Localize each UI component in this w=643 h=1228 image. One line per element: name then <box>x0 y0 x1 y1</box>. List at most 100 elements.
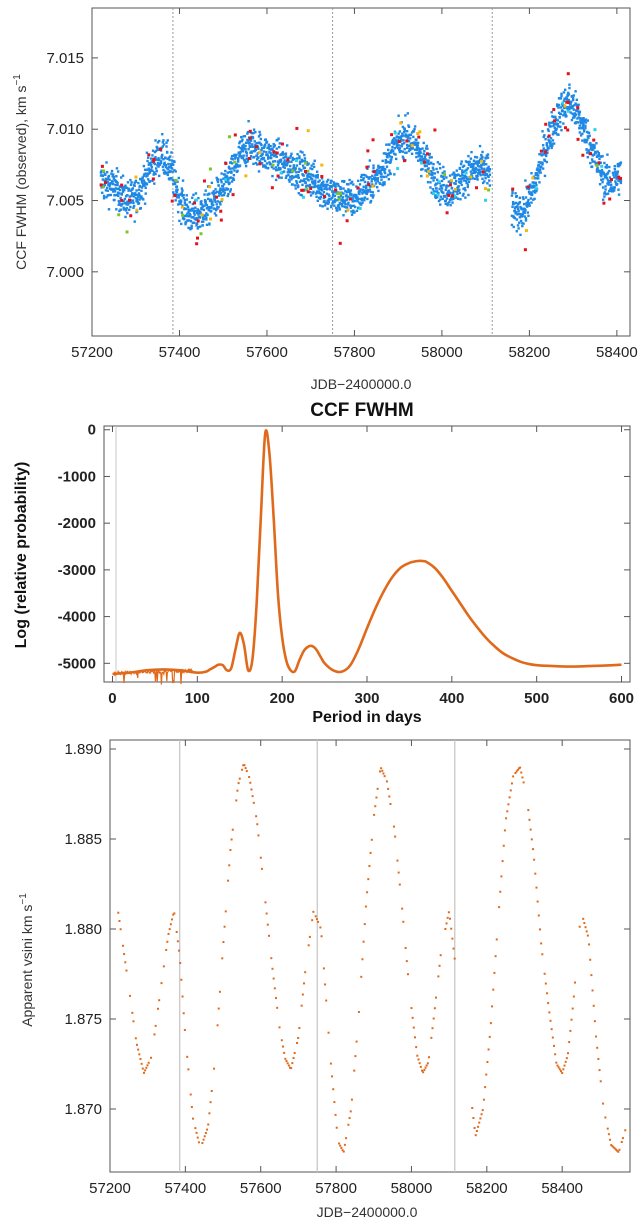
vsini-point <box>364 905 367 908</box>
fwhm-point <box>396 146 400 150</box>
fwhm-point <box>545 160 549 164</box>
fwhm-point <box>355 209 359 213</box>
fwhm-point <box>276 160 280 163</box>
fwhm-point <box>446 192 449 195</box>
vsini-point <box>422 1071 425 1074</box>
fwhm-point <box>411 147 414 150</box>
vsini-point <box>325 999 328 1002</box>
fwhm-point <box>461 173 464 177</box>
outlier-point <box>120 198 124 202</box>
fwhm-point <box>331 195 335 198</box>
fwhm-point <box>600 155 603 158</box>
fwhm-point <box>376 180 379 183</box>
fwhm-point <box>477 160 481 163</box>
fwhm-point <box>352 183 355 186</box>
outlier-point <box>348 197 352 201</box>
fwhm-point <box>195 217 199 220</box>
fwhm-point <box>289 154 293 158</box>
outlier-point <box>200 213 204 217</box>
vsini-point <box>194 1127 197 1130</box>
fwhm-point <box>196 209 199 212</box>
vsini-point <box>230 838 233 841</box>
vsini-point <box>140 1062 143 1065</box>
outlier-point <box>410 144 414 148</box>
fwhm-point <box>117 187 120 191</box>
fwhm-point <box>375 178 378 181</box>
outlier-point <box>397 140 401 144</box>
fwhm-point <box>287 156 290 160</box>
fwhm-point <box>417 141 420 145</box>
fwhm-point <box>320 183 323 186</box>
vsini-point <box>202 1138 205 1141</box>
fwhm-point <box>528 204 531 207</box>
fwhm-point <box>417 147 421 150</box>
fwhm-point <box>123 197 127 201</box>
fwhm-point <box>284 176 288 180</box>
fwhm-point <box>486 168 489 172</box>
fwhm-point <box>117 203 120 207</box>
vsini-point <box>453 957 456 960</box>
vsini-point <box>285 1060 288 1063</box>
fwhm-point <box>435 196 439 199</box>
outlier-point <box>534 186 538 190</box>
fwhm-point <box>477 164 480 168</box>
fwhm-point <box>473 170 476 173</box>
fwhm-point <box>315 190 319 193</box>
outlier-point <box>152 157 156 161</box>
fwhm-point <box>587 150 591 154</box>
fwhm-point <box>603 195 606 198</box>
fwhm-point <box>579 134 583 137</box>
fwhm-point <box>439 203 442 206</box>
fwhm-point <box>337 184 340 188</box>
fwhm-point <box>616 162 620 166</box>
vsini-point <box>565 1057 568 1060</box>
fwhm-point <box>132 206 135 210</box>
fwhm-point <box>567 91 570 95</box>
fwhm-point <box>262 156 266 160</box>
fwhm-point <box>249 151 252 154</box>
vsini-point <box>145 1066 148 1069</box>
vsini-point <box>181 995 184 998</box>
fwhm-point <box>458 180 461 184</box>
fwhm-point <box>122 206 125 209</box>
fwhm-point <box>548 123 551 127</box>
vsini-point <box>564 1060 567 1063</box>
fwhm-point <box>387 160 390 164</box>
fwhm-point <box>363 199 366 202</box>
fwhm-point <box>416 145 419 148</box>
fwhm-point <box>531 181 534 184</box>
fwhm-point <box>154 167 158 170</box>
outlier-point <box>280 142 284 146</box>
fwhm-point <box>422 152 425 155</box>
fwhm-point <box>251 145 254 148</box>
fwhm-point <box>603 176 607 179</box>
outlier-point <box>208 167 212 171</box>
fwhm-point <box>403 147 406 151</box>
vsini-point <box>382 772 385 775</box>
fwhm-point <box>295 157 299 160</box>
vsini-point <box>374 805 377 808</box>
fwhm-point <box>565 98 569 101</box>
outlier-point <box>117 213 121 217</box>
fwhm-point <box>372 194 375 197</box>
outlier-point <box>566 128 570 132</box>
fwhm-point <box>139 206 143 210</box>
fwhm-point <box>598 157 601 161</box>
fwhm-point <box>260 143 263 147</box>
outlier-point <box>552 108 556 112</box>
fwhm-point <box>276 168 279 172</box>
fwhm-point <box>398 136 401 140</box>
fwhm-point <box>375 171 378 175</box>
fwhm-point <box>249 154 253 158</box>
fwhm-point <box>383 152 387 155</box>
fwhm-point <box>171 170 174 173</box>
fwhm-point <box>415 148 419 152</box>
fwhm-point <box>431 171 434 174</box>
fwhm-point <box>152 161 155 165</box>
fwhm-point <box>230 171 233 174</box>
fwhm-point <box>480 165 483 168</box>
fwhm-point <box>229 190 232 193</box>
fwhm-point <box>169 165 173 168</box>
fwhm-point <box>129 178 132 182</box>
fwhm-point <box>351 198 354 201</box>
